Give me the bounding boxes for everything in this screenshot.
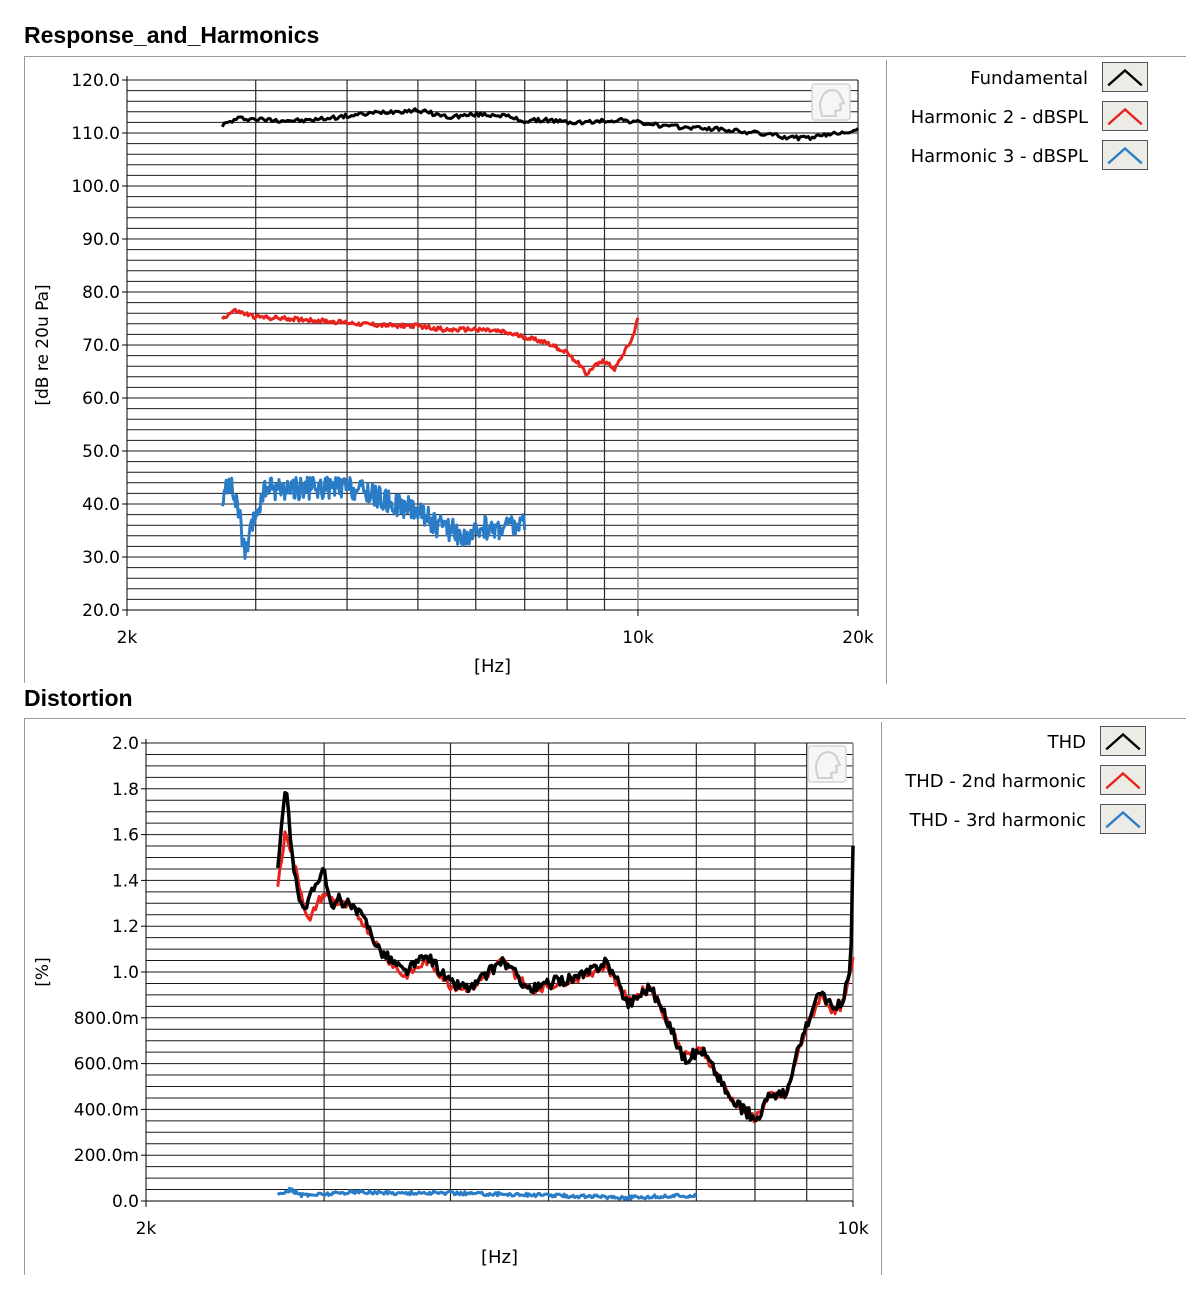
legend-response: Fundamental Harmonic 2 - dBSPL Harmonic … [890, 62, 1148, 182]
y-tick-label: 80.0 [82, 283, 120, 303]
legend-item-harmonic-3[interactable]: Harmonic 3 - dBSPL [890, 140, 1148, 174]
chart-title-response: Response_and_Harmonics [24, 22, 320, 48]
legend-swatch-blue-icon [1100, 804, 1146, 834]
series-line-thd [276, 790, 855, 1123]
watermark-head [819, 89, 846, 117]
x-tick-label: 2k [117, 628, 138, 648]
y-axis-label: [dB re 20u Pa] [33, 284, 53, 405]
legend-swatch-black-icon [1100, 726, 1146, 756]
y-tick-label: 20.0 [82, 601, 120, 621]
watermark-icon [811, 83, 851, 121]
y-tick-label: 1.8 [112, 780, 139, 800]
legend-label: THD - 3rd harmonic [909, 810, 1086, 831]
y-tick-label: 90.0 [82, 230, 120, 250]
x-tick-label: 10k [622, 628, 654, 648]
legend-label: Harmonic 3 - dBSPL [910, 146, 1088, 167]
legend-label: Fundamental [970, 68, 1088, 89]
legend-distortion: THD THD - 2nd harmonic THD - 3rd harmoni… [886, 726, 1146, 846]
y-tick-label: 70.0 [82, 336, 120, 356]
y-tick-label: 1.2 [112, 917, 139, 937]
series-line-thd-3rd-harmonic [276, 1186, 698, 1201]
y-tick-label: 110.0 [71, 124, 120, 144]
y-tick-label: 1.0 [112, 963, 139, 983]
legend-item-harmonic-2[interactable]: Harmonic 2 - dBSPL [890, 101, 1148, 135]
watermark-head [815, 751, 842, 779]
panel-rule-bottom [24, 718, 1186, 719]
series-line-harmonic-2-dbspl [221, 307, 640, 377]
y-tick-label: 1.6 [112, 826, 139, 846]
y-tick-label: 100.0 [71, 177, 120, 197]
y-tick-label: 120.0 [71, 71, 120, 91]
y-axis-label: [%] [33, 957, 53, 986]
legend-swatch-blue-icon [1102, 140, 1148, 170]
x-tick-label: 10k [837, 1219, 869, 1239]
response-chart: 120.0 110.0 100.0 90.0 80.0 70.0 60.0 50.0 40.0 3… [33, 71, 874, 677]
x-tick-label: 20k [842, 628, 874, 648]
panel-rule-top [24, 56, 1186, 57]
x-tick-label: 2k [136, 1219, 157, 1239]
watermark-icon [807, 745, 847, 783]
y-tick-label: 2.0 [112, 734, 139, 754]
y-tick-label: 40.0 [82, 495, 120, 515]
y-tick-label: 1.4 [112, 871, 139, 891]
legend-label: THD [1047, 732, 1086, 753]
y-tick-label: 50.0 [82, 442, 120, 462]
series-line-harmonic-3-dbspl [220, 475, 527, 560]
y-tick-label: 60.0 [82, 389, 120, 409]
series-line-fundamental [220, 107, 860, 142]
legend-label: THD - 2nd harmonic [905, 771, 1086, 792]
legend-divider-response [886, 60, 887, 684]
x-axis-label: [Hz] [474, 656, 511, 677]
legend-divider-distortion [881, 722, 882, 1275]
y-tick-label: 200.0m [74, 1146, 139, 1166]
legend-item-thd-3rd[interactable]: THD - 3rd harmonic [886, 804, 1146, 838]
x-axis-label: [Hz] [481, 1247, 518, 1268]
legend-label: Harmonic 2 - dBSPL [910, 107, 1088, 128]
legend-item-thd[interactable]: THD [886, 726, 1146, 760]
legend-swatch-red-icon [1100, 765, 1146, 795]
legend-item-thd-2nd[interactable]: THD - 2nd harmonic [886, 765, 1146, 799]
y-tick-label: 600.0m [74, 1055, 139, 1075]
legend-swatch-red-icon [1102, 101, 1148, 131]
y-tick-label: 800.0m [74, 1009, 139, 1029]
y-tick-label: 30.0 [82, 548, 120, 568]
y-tick-label: 0.0 [112, 1192, 139, 1212]
y-tick-label: 400.0m [74, 1100, 139, 1120]
panel-rule-left [24, 57, 25, 683]
legend-swatch-black-icon [1102, 62, 1148, 92]
chart-title-distortion: Distortion [24, 685, 133, 711]
legend-item-fundamental[interactable]: Fundamental [890, 62, 1148, 96]
panel-rule-left-2 [24, 719, 25, 1275]
